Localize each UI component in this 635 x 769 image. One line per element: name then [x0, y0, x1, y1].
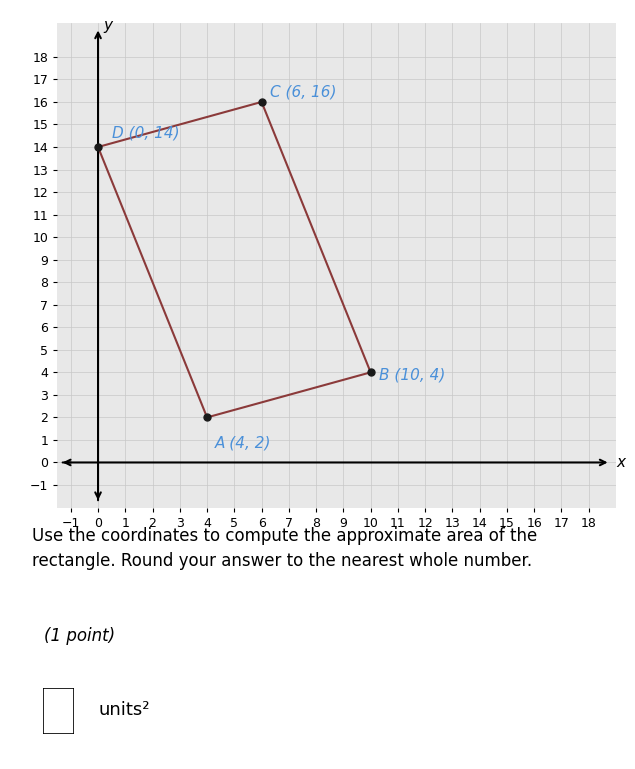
- Text: Use the coordinates to compute the approximate area of the
rectangle. Round your: Use the coordinates to compute the appro…: [32, 527, 537, 570]
- Text: A (4, 2): A (4, 2): [215, 435, 272, 451]
- Text: (1 point): (1 point): [44, 627, 116, 644]
- Text: B (10, 4): B (10, 4): [379, 367, 445, 382]
- Text: y: y: [104, 18, 112, 33]
- Text: D (0, 14): D (0, 14): [112, 125, 179, 140]
- Text: x: x: [616, 455, 625, 470]
- Text: C (6, 16): C (6, 16): [270, 85, 337, 100]
- Text: units²: units²: [98, 701, 150, 719]
